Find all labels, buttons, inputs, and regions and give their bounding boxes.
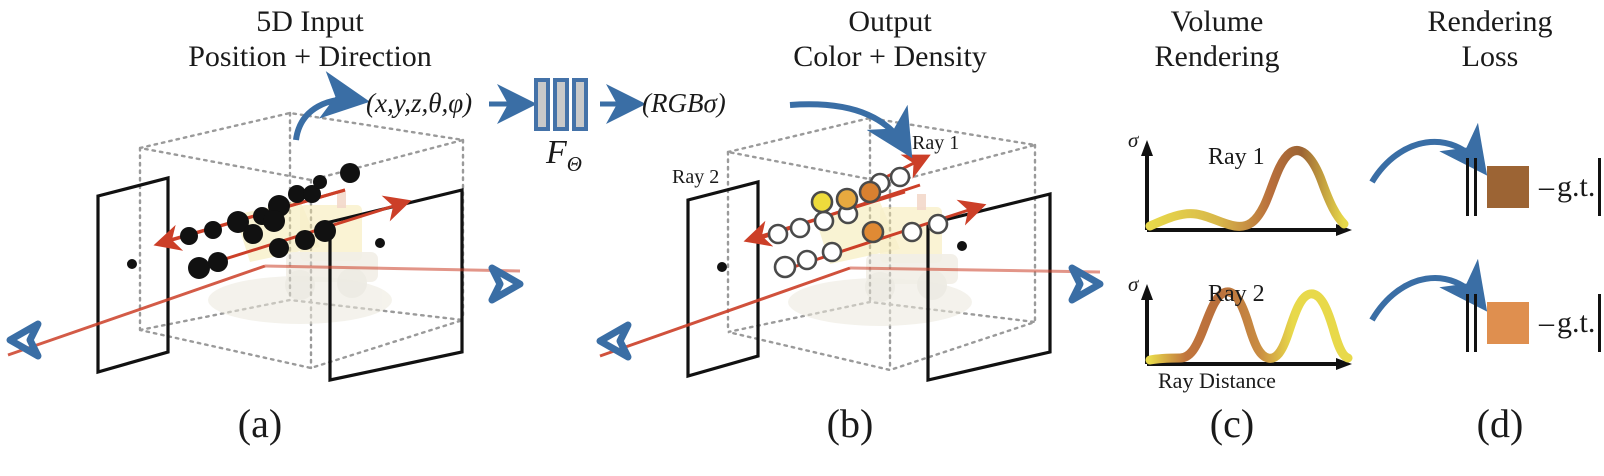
panel-b-ray2-label: Ray 2 <box>672 166 720 188</box>
panel-a-camera-right <box>488 264 524 304</box>
render-to-loss-arrow-1 <box>1369 122 1488 184</box>
caption-b: (b) <box>826 401 874 446</box>
input-header: 5D Input Position + Direction <box>100 4 520 75</box>
panel-b-image-plane-right <box>926 191 1052 383</box>
rendered-color-swatch-2 <box>1487 302 1529 344</box>
input-header-line1: 5D Input <box>256 5 364 38</box>
volume-header: Volume Rendering <box>1122 4 1312 75</box>
mlp-layer-2 <box>553 78 569 131</box>
panel-b-sample-points <box>717 166 967 279</box>
volume-header-line2: Rendering <box>1154 40 1280 74</box>
ground-truth-label-2: g.t. <box>1557 306 1596 339</box>
panel-a-sample-points <box>127 163 385 279</box>
ray2-density-curve <box>1145 287 1353 365</box>
mlp-network-block[interactable] <box>534 78 588 131</box>
ray2-sigma-axis-label: σ <box>1128 272 1139 296</box>
panel-a-image-plane-right <box>328 187 464 382</box>
norm-bars-close-2 <box>1598 294 1604 352</box>
loss-header: Rendering Loss <box>1380 4 1600 75</box>
panel-a-image-plane-left <box>96 175 170 375</box>
ray1-sigma-axis-label: σ <box>1128 128 1139 152</box>
panel-a-camera-left <box>6 320 42 360</box>
loss-ray-1: – g.t. 2 2 <box>1466 158 1604 216</box>
input-header-line2: Position + Direction <box>188 40 432 74</box>
caption-a: (a) <box>237 401 283 446</box>
network-function-label: FΘ <box>546 134 582 177</box>
panel-b-image-plane-left <box>686 179 760 379</box>
caption-c: (c) <box>1209 401 1255 446</box>
panel-b-camera-left <box>596 321 632 361</box>
ray2-plot-axes <box>1141 284 1352 370</box>
norm-bars-open-1 <box>1466 158 1477 216</box>
output-header: Output Color + Density <box>690 4 1090 75</box>
render-to-loss-arrow-2 <box>1369 258 1488 322</box>
output-header-line1: Output <box>848 5 932 38</box>
norm-bars-close-1 <box>1598 158 1604 216</box>
caption-d: (d) <box>1476 401 1524 446</box>
norm-bars-open-2 <box>1466 294 1477 352</box>
network-function-theta: Θ <box>566 151 582 176</box>
volume-header-line1: Volume <box>1170 5 1264 38</box>
ray2-plot-title: Ray 2 <box>1208 281 1265 307</box>
ray1-plot-title: Ray 1 <box>1208 144 1265 170</box>
loss-ray-2: – g.t. 2 2 <box>1466 294 1604 352</box>
ray-distance-axis-label: Ray Distance <box>1158 368 1276 393</box>
mlp-layer-3 <box>572 78 588 131</box>
network-to-panel-b-arrow <box>789 101 913 159</box>
panel-b-ray1-label: Ray 1 <box>912 132 960 154</box>
ground-truth-label-1: g.t. <box>1557 170 1596 203</box>
panel-b-camera-right <box>1068 264 1104 304</box>
output-rgb-sigma-token: (RGBσ) <box>642 88 726 118</box>
mlp-layer-1 <box>534 78 550 131</box>
minus-sign-2: – <box>1539 306 1554 339</box>
rendered-color-swatch-1 <box>1487 166 1529 208</box>
minus-sign-1: – <box>1539 170 1554 203</box>
panel-a-to-network-arrow <box>293 71 370 141</box>
loss-header-line2: Loss <box>1461 40 1519 74</box>
ray1-density-curve <box>1145 146 1349 231</box>
network-function-name: F <box>546 134 567 171</box>
loss-header-line1: Rendering <box>1427 5 1553 38</box>
input-coordinate-token: (x,y,z,θ,φ) <box>366 88 473 118</box>
output-header-line2: Color + Density <box>793 40 987 74</box>
